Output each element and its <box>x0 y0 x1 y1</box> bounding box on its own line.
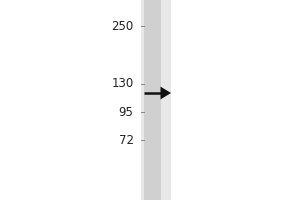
FancyBboxPatch shape <box>141 0 171 200</box>
FancyBboxPatch shape <box>144 0 160 200</box>
Text: 72: 72 <box>118 134 134 146</box>
Polygon shape <box>160 87 171 99</box>
Text: 130: 130 <box>111 77 134 90</box>
Text: 95: 95 <box>118 106 134 118</box>
Text: 250: 250 <box>111 20 134 32</box>
